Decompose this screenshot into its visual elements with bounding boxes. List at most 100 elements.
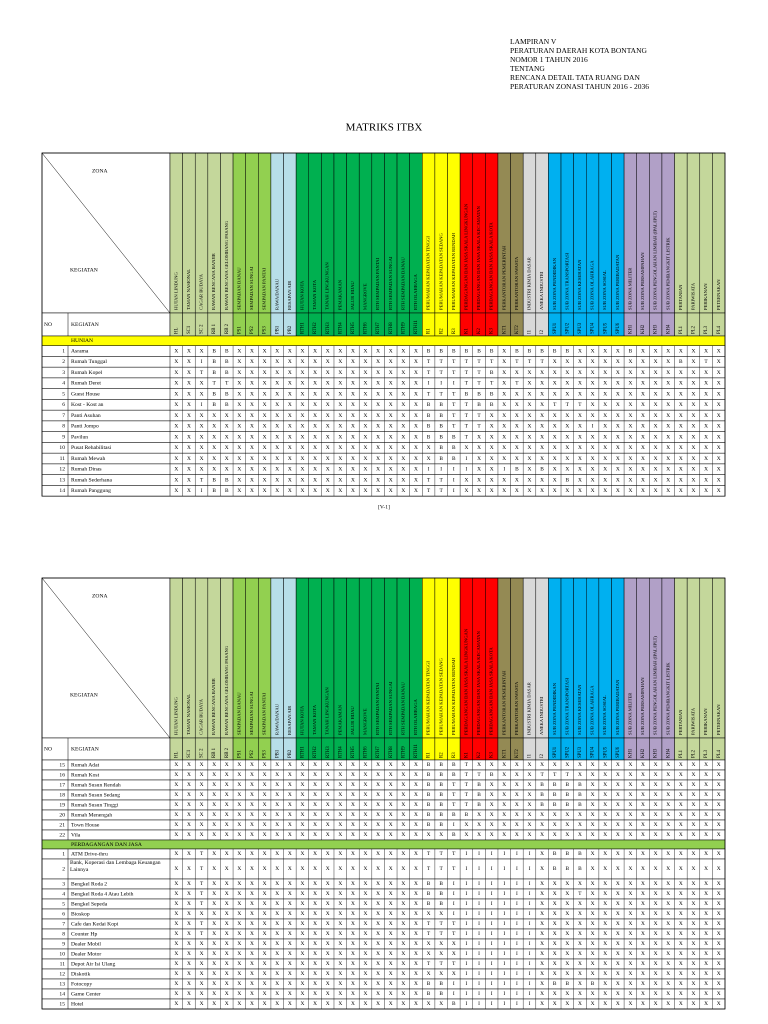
matrix-cell: X: [326, 477, 330, 483]
matrix-cell: X: [717, 772, 721, 778]
matrix-cell: X: [679, 391, 683, 397]
row-number: 2: [62, 359, 65, 365]
matrix-cell: X: [225, 961, 229, 967]
matrix-cell: X: [717, 951, 721, 957]
matrix-cell: I: [478, 951, 480, 957]
matrix-cell: X: [351, 941, 355, 947]
zone-code: KH4: [666, 748, 671, 758]
matrix-cell: X: [591, 881, 595, 887]
matrix-cell: X: [502, 812, 506, 818]
matrix-cell: X: [717, 467, 721, 473]
matrix-cell: X: [704, 911, 708, 917]
matrix-cell: X: [376, 391, 380, 397]
matrix-cell: X: [477, 762, 481, 768]
matrix-cell: X: [477, 812, 481, 818]
matrix-cell: X: [288, 381, 292, 387]
matrix-cell: X: [616, 1001, 620, 1007]
zone-code: PB1: [275, 325, 280, 334]
matrix-cell: X: [200, 467, 204, 473]
matrix-cell: X: [313, 891, 317, 897]
matrix-cell: I: [503, 891, 505, 897]
matrix-cell: X: [263, 971, 267, 977]
matrix-cell: I: [453, 911, 455, 917]
matrix-cell: X: [641, 1001, 645, 1007]
matrix-cell: X: [326, 381, 330, 387]
matrix-cell: X: [603, 911, 607, 917]
matrix-cell: X: [212, 981, 216, 987]
matrix-cell: X: [578, 488, 582, 494]
page-number: [V-1]: [378, 504, 390, 510]
matrix-cell: X: [717, 402, 721, 408]
matrix-cell: X: [364, 812, 368, 818]
matrix-cell: X: [212, 456, 216, 462]
matrix-cell: X: [401, 866, 405, 872]
matrix-cell: X: [654, 951, 658, 957]
matrix-cell: B: [566, 782, 570, 788]
matrix-cell: X: [376, 762, 380, 768]
row-number: 4: [62, 381, 65, 387]
matrix-cell: X: [200, 424, 204, 430]
row-number: 9: [62, 941, 65, 947]
matrix-cell: I: [516, 851, 518, 857]
matrix-cell: X: [338, 792, 342, 798]
matrix-cell: I: [466, 891, 468, 897]
matrix-cell: X: [591, 1001, 595, 1007]
matrix-cell: I: [466, 851, 468, 857]
matrix-cell: X: [237, 832, 241, 838]
matrix-cell: X: [666, 477, 670, 483]
matrix-cell: X: [300, 402, 304, 408]
zone-name: RTH SEMPADAN SUNGAI: [388, 256, 393, 310]
matrix-cell: X: [263, 782, 267, 788]
matrix-cell: X: [654, 434, 658, 440]
zone-name: PERTANIAN: [678, 284, 683, 310]
matrix-cell: X: [338, 348, 342, 354]
matrix-cell: X: [528, 762, 532, 768]
matrix-cell: X: [364, 762, 368, 768]
matrix-cell: X: [326, 991, 330, 997]
zone-name: RTH SEMPADAN SUNGAI: [388, 681, 393, 735]
matrix-cell: T: [200, 881, 204, 887]
matrix-cell: X: [717, 881, 721, 887]
matrix-cell: X: [553, 477, 557, 483]
matrix-cell: X: [275, 381, 279, 387]
matrix-cell: X: [263, 456, 267, 462]
matrix-cell: X: [174, 402, 178, 408]
matrix-cell: X: [300, 832, 304, 838]
matrix-cell: X: [250, 445, 254, 451]
matrix-cell: X: [300, 424, 304, 430]
matrix-cell: X: [616, 921, 620, 927]
matrix-cell: I: [453, 477, 455, 483]
matrix-cell: X: [288, 802, 292, 808]
matrix-cell: X: [628, 812, 632, 818]
matrix-cell: X: [351, 359, 355, 365]
matrix-cell: X: [641, 381, 645, 387]
matrix-cell: X: [628, 391, 632, 397]
matrix-cell: X: [540, 851, 544, 857]
activity-name: Rumah Deret: [71, 381, 101, 387]
activity-name-text: Bank, Koperasi dan Lembaga Keuangan Lain…: [70, 859, 161, 873]
matrix-cell: X: [313, 901, 317, 907]
matrix-cell: X: [628, 911, 632, 917]
matrix-cell: X: [528, 370, 532, 376]
matrix-cell: X: [174, 477, 178, 483]
matrix-cell: X: [263, 812, 267, 818]
matrix-cell: B: [528, 348, 532, 354]
matrix-cell: X: [603, 477, 607, 483]
matrix-cell: X: [275, 488, 279, 494]
matrix-cell: X: [641, 467, 645, 473]
matrix-cell: X: [490, 456, 494, 462]
matrix-cell: X: [275, 921, 279, 927]
matrix-cell: X: [502, 391, 506, 397]
matrix-cell: X: [616, 901, 620, 907]
matrix-cell: X: [326, 921, 330, 927]
zone-name: CAGAR BUDAYA: [199, 698, 204, 735]
matrix-cell: I: [466, 991, 468, 997]
matrix-cell: X: [351, 812, 355, 818]
zone-name: PETERNAKAN: [716, 704, 721, 735]
matrix-cell: X: [237, 1001, 241, 1007]
matrix-cell: X: [174, 951, 178, 957]
matrix-cell: X: [628, 951, 632, 957]
matrix-cell: X: [313, 467, 317, 473]
matrix-cell: X: [401, 931, 405, 937]
activity-name: Guest House: [71, 391, 100, 397]
